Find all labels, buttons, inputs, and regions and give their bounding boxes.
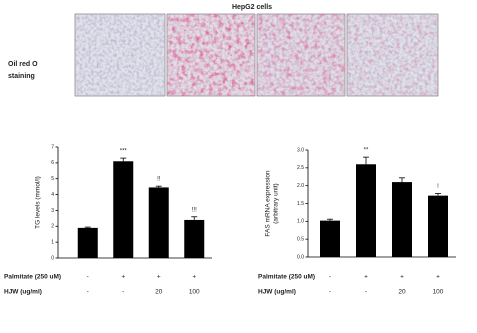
y-axis-label: FAS mRNA expression xyxy=(265,170,272,236)
error-bar xyxy=(84,226,91,228)
y-tick-label: 4 xyxy=(51,192,54,198)
treatment-value: - xyxy=(122,289,124,296)
treatment-label: Palmitate (250 uM) xyxy=(4,274,61,281)
treatment-value: 100 xyxy=(189,289,200,296)
y-tick-label: 5 xyxy=(51,176,54,182)
y-tick-label: 3.0 xyxy=(297,147,304,153)
y-tick-label: 2 xyxy=(51,224,54,230)
bar xyxy=(428,195,448,257)
bar xyxy=(320,220,340,257)
micrograph-stain xyxy=(167,14,255,96)
y-tick-label: 0.5 xyxy=(297,236,304,242)
micrographs xyxy=(74,13,439,97)
bar xyxy=(113,161,134,258)
treatment-label: Palmitate (250 uM) xyxy=(258,274,315,281)
y-tick-label: 0 xyxy=(51,255,54,261)
treatment-value: 20 xyxy=(398,289,406,296)
bar xyxy=(77,227,98,258)
significance-label: ! xyxy=(437,184,439,190)
y-tick-label: 1.0 xyxy=(297,219,304,225)
treatment-value: 20 xyxy=(155,289,163,296)
y-tick-label: 6 xyxy=(51,160,54,166)
significance-label: ** xyxy=(364,148,369,154)
y-tick-label: 2.5 xyxy=(297,165,304,171)
treatment-value: - xyxy=(329,289,331,296)
micrograph-stain xyxy=(257,14,345,96)
micrograph-texture xyxy=(75,14,165,96)
treatment-label: HJW (ug/ml) xyxy=(258,289,296,296)
treatment-value: + xyxy=(157,274,161,281)
y-tick-label: 1 xyxy=(51,239,54,245)
bar xyxy=(148,187,169,258)
treatment-value: 100 xyxy=(433,289,444,296)
treatment-value: + xyxy=(436,274,440,281)
treatment-value: - xyxy=(87,274,89,281)
error-bar xyxy=(363,156,369,165)
treatment-value: + xyxy=(364,274,368,281)
treatment-value: + xyxy=(121,274,125,281)
significance-label: *** xyxy=(120,149,128,155)
y-tick-label: 3 xyxy=(51,208,54,214)
y-axis-label: (arbitrary unit) xyxy=(273,183,280,223)
bar xyxy=(392,182,412,257)
significance-label: !! xyxy=(157,177,161,183)
error-bar xyxy=(435,193,441,196)
staining-label: staining xyxy=(8,73,35,80)
y-tick-label: 0.0 xyxy=(297,254,304,260)
micrograph-stain xyxy=(347,14,438,96)
error-bar xyxy=(191,216,198,220)
treatment-value: - xyxy=(329,274,331,281)
y-axis-label: TG levels (mmol/l) xyxy=(35,176,42,229)
staining-label: Oil red O xyxy=(8,61,38,68)
error-bar xyxy=(399,177,405,183)
treatment-value: - xyxy=(87,289,89,296)
bar xyxy=(356,164,376,257)
y-tick-label: 2.0 xyxy=(297,183,304,189)
y-tick-label: 7 xyxy=(51,144,54,150)
treatment-value: - xyxy=(365,289,367,296)
bar xyxy=(184,219,205,258)
error-bar xyxy=(155,185,162,188)
error-bar xyxy=(120,157,127,162)
treatment-label: HJW (ug/ml) xyxy=(4,289,42,296)
y-tick-label: 1.5 xyxy=(297,201,304,207)
significance-label: !!! xyxy=(192,207,197,213)
treatment-value: + xyxy=(192,274,196,281)
treatment-value: + xyxy=(400,274,404,281)
error-bar xyxy=(327,218,333,221)
figure-title: HepG2 cells xyxy=(232,4,272,11)
